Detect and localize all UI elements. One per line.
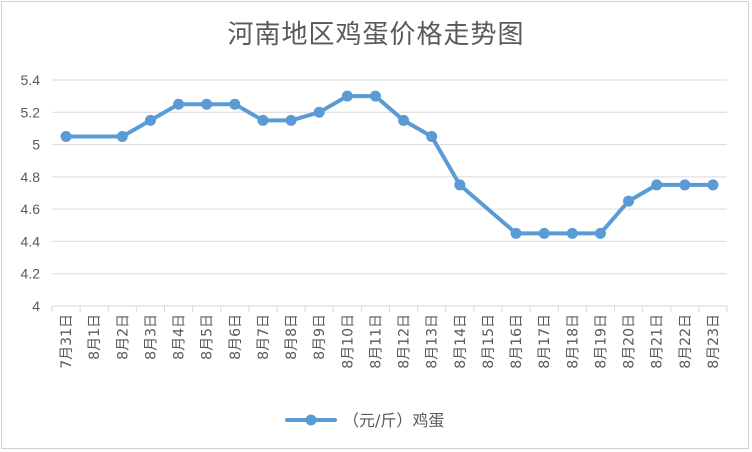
x-tick-label: 8月20日 bbox=[622, 314, 638, 369]
x-tick-label: 8月7日 bbox=[256, 314, 272, 360]
data-point bbox=[201, 98, 213, 110]
x-tick-label: 8月11日 bbox=[368, 314, 384, 369]
data-point bbox=[651, 179, 663, 191]
x-tick-label: 8月3日 bbox=[143, 314, 159, 360]
chart-title: 河南地区鸡蛋价格走势图 bbox=[227, 20, 525, 50]
x-tick-label: 8月15日 bbox=[481, 314, 497, 369]
y-tick-label: 4.6 bbox=[21, 201, 41, 217]
x-tick-label: 8月18日 bbox=[565, 314, 581, 369]
data-point bbox=[341, 90, 353, 102]
x-tick-label: 8月16日 bbox=[509, 314, 525, 369]
x-tick-label: 8月5日 bbox=[200, 314, 216, 360]
series-line bbox=[64, 94, 715, 236]
data-point bbox=[623, 195, 635, 207]
data-point bbox=[173, 98, 185, 110]
data-point bbox=[285, 114, 297, 126]
data-point bbox=[454, 179, 466, 191]
x-tick-label: 8月12日 bbox=[397, 314, 413, 369]
data-point bbox=[116, 131, 128, 142]
x-tick-label: 8月4日 bbox=[172, 314, 188, 360]
y-tick-label: 4.8 bbox=[21, 169, 41, 185]
x-tick-label: 8月2日 bbox=[115, 314, 131, 360]
y-tick-label: 4 bbox=[32, 298, 40, 314]
x-tick-label: 8月9日 bbox=[312, 314, 328, 360]
data-point bbox=[538, 227, 550, 239]
x-tick-label: 8月23日 bbox=[706, 314, 722, 369]
data-point bbox=[229, 98, 241, 110]
data-point bbox=[257, 114, 269, 126]
data-point bbox=[144, 114, 156, 126]
x-tick-label: 8月14日 bbox=[453, 314, 469, 369]
data-point bbox=[566, 227, 578, 239]
y-tick-label: 4.4 bbox=[21, 233, 41, 249]
x-tick-label: 8月21日 bbox=[650, 314, 666, 369]
x-tick-label: 8月19日 bbox=[593, 314, 609, 369]
data-point bbox=[510, 227, 522, 239]
x-tick-label: 8月17日 bbox=[537, 314, 553, 369]
legend-label: （元/斤）鸡蛋 bbox=[343, 411, 444, 430]
x-tick-label: 8月6日 bbox=[228, 314, 244, 360]
y-tick-label: 5.2 bbox=[21, 104, 41, 120]
y-tick-label: 4.2 bbox=[21, 266, 41, 282]
x-tick-label: 7月31日 bbox=[59, 314, 75, 369]
data-point bbox=[707, 179, 719, 191]
legend-marker bbox=[305, 414, 317, 426]
data-point bbox=[398, 114, 410, 126]
data-point bbox=[369, 90, 381, 102]
y-tick-label: 5.4 bbox=[21, 72, 41, 88]
x-tick-label: 8月13日 bbox=[425, 314, 441, 369]
x-tick-label: 8月10日 bbox=[340, 314, 356, 369]
data-point bbox=[313, 106, 325, 118]
data-point bbox=[426, 131, 438, 142]
x-tick-label: 8月22日 bbox=[678, 314, 694, 369]
data-point bbox=[60, 131, 72, 142]
data-point bbox=[679, 179, 691, 191]
x-tick-label: 8月1日 bbox=[87, 314, 103, 360]
data-point bbox=[594, 227, 606, 239]
x-tick-label: 8月8日 bbox=[284, 314, 300, 360]
y-tick-label: 5 bbox=[32, 137, 40, 153]
